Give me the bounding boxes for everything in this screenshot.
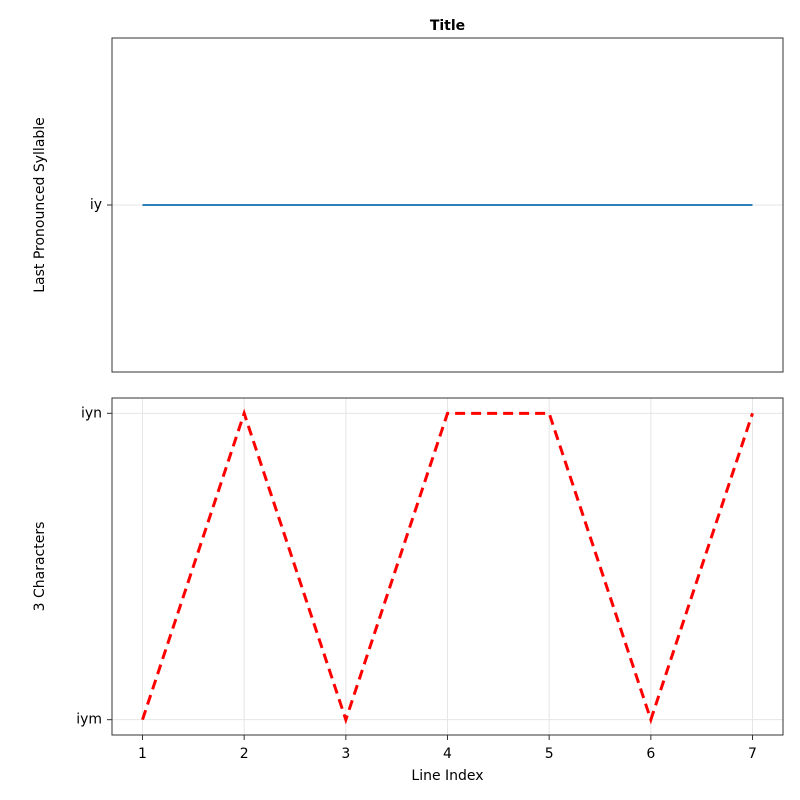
plot-frame (111, 397, 784, 736)
x-tick-label: 1 (138, 746, 147, 762)
x-tick-label: 5 (545, 746, 554, 762)
x-tick-label: 4 (443, 746, 452, 762)
y-tick-label: iyn (81, 405, 102, 421)
x-axis-label: Line Index (411, 768, 483, 784)
x-tick-label: 6 (646, 746, 655, 762)
y-axis-label: Last Pronounced Syllable (32, 117, 48, 293)
y-tick-label: iy (90, 197, 102, 213)
y-axis-label: 3 Characters (32, 522, 48, 612)
x-tick-label: 2 (240, 746, 249, 762)
x-tick-label: 7 (748, 746, 757, 762)
x-tick-label: 3 (341, 746, 350, 762)
plot-frame (111, 37, 784, 373)
y-tick-label: iym (76, 712, 102, 728)
chart-title: Title (430, 18, 465, 34)
line-series (141, 408, 754, 725)
